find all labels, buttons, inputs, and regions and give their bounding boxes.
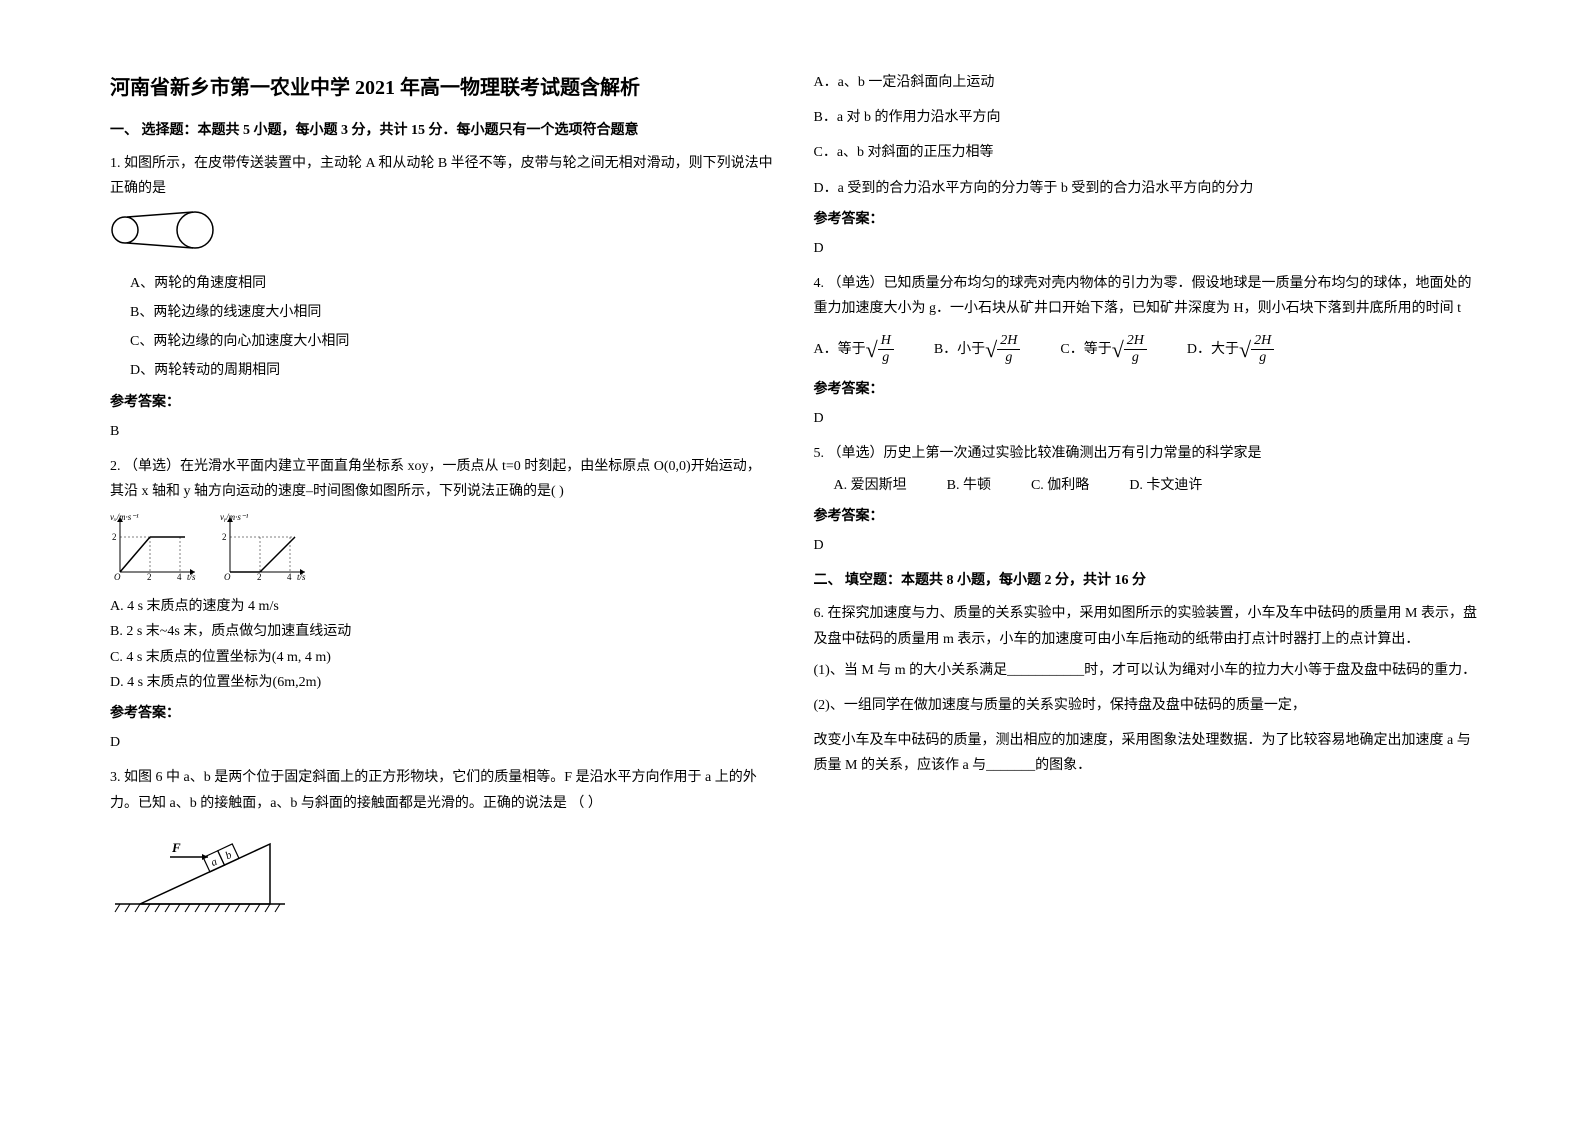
- q3-optA: A．a、b 一定沿斜面向上运动: [814, 70, 1478, 95]
- left-column: 河南省新乡市第一农业中学 2021 年高一物理联考试题含解析 一、 选择题：本题…: [90, 70, 794, 1052]
- q1-optA: A、两轮的角速度相同: [130, 271, 774, 296]
- svg-text:a: a: [209, 855, 220, 868]
- frac-den: g: [1256, 350, 1269, 365]
- q3-optB: B．a 对 b 的作用力沿水平方向: [814, 105, 1478, 130]
- q4-optC: C．等于 √ 2H g: [1060, 330, 1147, 370]
- q2-optC: C. 4 s 末质点的位置坐标为(4 m, 4 m): [110, 645, 774, 670]
- page-title: 河南省新乡市第一农业中学 2021 年高一物理联考试题含解析: [110, 70, 774, 106]
- q3-optD: D．a 受到的合力沿水平方向的分力等于 b 受到的合力沿水平方向的分力: [814, 176, 1478, 201]
- q5-text: 5. （单选）历史上第一次通过实验比较准确测出万有引力常量的科学家是: [814, 441, 1478, 466]
- q4-optC-prefix: C．等于: [1060, 337, 1111, 362]
- incline-diagram: a b F: [110, 824, 774, 923]
- q5-answer: D: [814, 533, 1478, 558]
- q4-optA-prefix: A．等于: [814, 337, 866, 362]
- question-2: 2. （单选）在光滑水平面内建立平面直角坐标系 xoy，一质点从 t=0 时刻起…: [110, 454, 774, 756]
- question-4: 4. （单选）已知质量分布均匀的球壳对壳内物体的引力为零．假设地球是一质量分布均…: [814, 271, 1478, 431]
- q6-part1: (1)、当 M 与 m 的大小关系满足___________时，才可以认为绳对小…: [814, 658, 1478, 683]
- q6-part2b: 改变小车及车中砝码的质量，测出相应的加速度，采用图象法处理数据．为了比较容易地确…: [814, 728, 1478, 778]
- svg-text:F: F: [171, 840, 181, 855]
- section2-title: 二、 填空题：本题共 8 小题，每小题 2 分，共计 16 分: [814, 568, 1478, 593]
- frac-num: 2H: [1251, 333, 1274, 349]
- q4-optD-prefix: D．大于: [1187, 337, 1239, 362]
- q4-optB-prefix: B．小于: [934, 337, 985, 362]
- svg-text:2: 2: [112, 532, 117, 542]
- svg-text:4: 4: [177, 572, 182, 582]
- q2-optD: D. 4 s 末质点的位置坐标为(6m,2m): [110, 670, 774, 695]
- svg-text:O: O: [224, 572, 231, 582]
- q5-optB: B. 牛顿: [947, 473, 991, 498]
- frac-den: g: [879, 350, 892, 365]
- frac-num: 2H: [997, 333, 1020, 349]
- section1-title: 一、 选择题：本题共 5 小题，每小题 3 分，共计 15 分．每小题只有一个选…: [110, 118, 774, 143]
- q4-options: A．等于 √ H g B．小于 √ 2H g C．等于 √ 2H: [814, 330, 1478, 370]
- q1-optB: B、两轮边缘的线速度大小相同: [130, 300, 774, 325]
- question-1: 1. 如图所示，在皮带传送装置中，主动轮 A 和从动轮 B 半径不等，皮带与轮之…: [110, 151, 774, 444]
- q2-answer-label: 参考答案：: [110, 701, 774, 726]
- svg-text:vᵧ/m·s⁻¹: vᵧ/m·s⁻¹: [220, 512, 249, 522]
- q6-part2a: (2)、一组同学在做加速度与质量的关系实验时，保持盘及盘中砝码的质量一定，: [814, 693, 1478, 718]
- frac-num: H: [878, 333, 894, 349]
- frac-num: 2H: [1124, 333, 1147, 349]
- q3-text: 3. 如图 6 中 a、b 是两个位于固定斜面上的正方形物块，它们的质量相等。F…: [110, 765, 774, 815]
- q3-optC: C．a、b 对斜面的正压力相等: [814, 140, 1478, 165]
- svg-text:t/s: t/s: [187, 572, 196, 582]
- q4-optA: A．等于 √ H g: [814, 330, 894, 370]
- svg-text:2: 2: [147, 572, 152, 582]
- q2-optA: A. 4 s 末质点的速度为 4 m/s: [110, 594, 774, 619]
- q5-optD: D. 卡文迪许: [1129, 473, 1202, 498]
- q4-optD: D．大于 √ 2H g: [1187, 330, 1274, 370]
- q2-text: 2. （单选）在光滑水平面内建立平面直角坐标系 xoy，一质点从 t=0 时刻起…: [110, 454, 774, 504]
- question-6: 6. 在探究加速度与力、质量的关系实验中，采用如图所示的实验装置，小车及车中砝码…: [814, 601, 1478, 778]
- svg-text:vₓ/m·s⁻¹: vₓ/m·s⁻¹: [110, 512, 139, 522]
- q6-text: 6. 在探究加速度与力、质量的关系实验中，采用如图所示的实验装置，小车及车中砝码…: [814, 601, 1478, 651]
- frac-den: g: [1002, 350, 1015, 365]
- q5-answer-label: 参考答案：: [814, 504, 1478, 529]
- svg-text:2: 2: [257, 572, 262, 582]
- svg-text:O: O: [114, 572, 121, 582]
- belt-diagram: [110, 210, 774, 259]
- q1-text: 1. 如图所示，在皮带传送装置中，主动轮 A 和从动轮 B 半径不等，皮带与轮之…: [110, 151, 774, 201]
- q1-answer-label: 参考答案：: [110, 390, 774, 415]
- svg-text:2: 2: [222, 532, 227, 542]
- q4-text: 4. （单选）已知质量分布均匀的球壳对壳内物体的引力为零．假设地球是一质量分布均…: [814, 271, 1478, 321]
- q3-answer: D: [814, 236, 1478, 261]
- q1-optC: C、两轮边缘的向心加速度大小相同: [130, 329, 774, 354]
- frac-den: g: [1129, 350, 1142, 365]
- q4-answer-label: 参考答案：: [814, 377, 1478, 402]
- svg-text:b: b: [224, 849, 235, 862]
- q2-answer: D: [110, 730, 774, 755]
- svg-text:t/s: t/s: [297, 572, 306, 582]
- svg-text:4: 4: [287, 572, 292, 582]
- q4-optB: B．小于 √ 2H g: [934, 330, 1021, 370]
- question-3: 3. 如图 6 中 a、b 是两个位于固定斜面上的正方形物块，它们的质量相等。F…: [110, 765, 774, 923]
- question-5: 5. （单选）历史上第一次通过实验比较准确测出万有引力常量的科学家是 A. 爱因…: [814, 441, 1478, 558]
- q2-optB: B. 2 s 末~4s 末，质点做匀加速直线运动: [110, 619, 774, 644]
- q5-optA: A. 爱因斯坦: [834, 473, 907, 498]
- q5-optC: C. 伽利略: [1031, 473, 1089, 498]
- right-column: A．a、b 一定沿斜面向上运动 B．a 对 b 的作用力沿水平方向 C．a、b …: [794, 70, 1498, 1052]
- q5-options: A. 爱因斯坦 B. 牛顿 C. 伽利略 D. 卡文迪许: [834, 473, 1478, 498]
- q4-answer: D: [814, 406, 1478, 431]
- velocity-graphs: vₓ/m·s⁻¹ 2 O 2 4 t/s vᵧ/m·s⁻¹: [110, 512, 774, 582]
- q1-answer: B: [110, 419, 774, 444]
- q1-optD: D、两轮转动的周期相同: [130, 358, 774, 383]
- q3-answer-label: 参考答案：: [814, 207, 1478, 232]
